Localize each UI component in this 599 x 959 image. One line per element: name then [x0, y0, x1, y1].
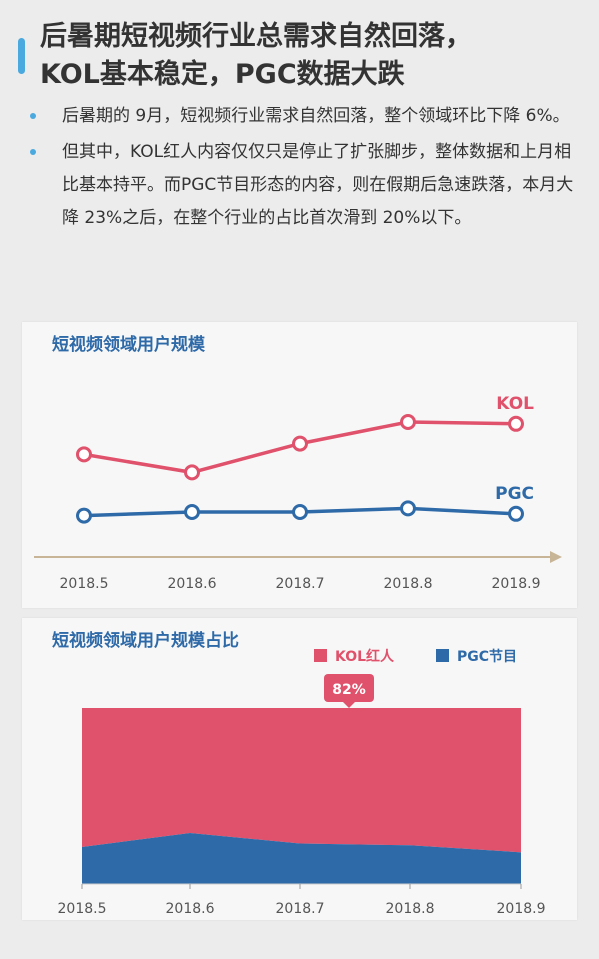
callout-label: 82% — [332, 682, 366, 698]
legend-swatch — [436, 649, 449, 662]
legend-swatch — [314, 649, 327, 662]
page-title: 后暑期短视频行业总需求自然回落， KOL基本稳定，PGC数据大跌 — [40, 18, 590, 94]
data-point — [400, 500, 416, 517]
series-label: PGC — [495, 484, 534, 504]
summary-bullets: 后暑期的 9月，短视频行业需求自然回落，整个领域环比下降 6%。 但其中，KOL… — [30, 100, 578, 238]
x-tick-label: 2018.5 — [60, 576, 109, 592]
data-point — [76, 507, 92, 524]
data-point — [508, 415, 524, 432]
callout-pointer — [343, 702, 355, 708]
legend-label: PGC节目 — [457, 648, 517, 665]
callout-bubble — [324, 674, 374, 702]
bullet-text: 后暑期的 9月，短视频行业需求自然回落，整个领域环比下降 6%。 — [62, 106, 570, 126]
title-accent-bar — [18, 38, 25, 74]
bullet-dot-icon — [30, 113, 36, 119]
data-point — [184, 464, 200, 481]
bullet-item: 后暑期的 9月，短视频行业需求自然回落，整个领域环比下降 6%。 — [30, 100, 578, 133]
x-tick-label: 2018.6 — [166, 901, 215, 917]
line-chart-panel: 短视频领域用户规模 2018.5 2018.6 2018.7 2018.8 2018.9… — [22, 322, 577, 608]
area-kol — [82, 708, 521, 853]
bullet-item: 但其中，KOL红人内容仅仅只是停止了扩张脚步，整体数据和上月相比基本持平。而PG… — [30, 136, 578, 235]
x-tick-label: 2018.6 — [168, 576, 217, 592]
line-chart-title: 短视频领域用户规模 — [52, 335, 205, 355]
x-tick-label: 2018.9 — [497, 901, 546, 917]
series-label: KOL — [496, 394, 534, 414]
bullet-text: 但其中，KOL红人内容仅仅只是停止了扩张脚步，整体数据和上月相比基本持平。而PG… — [62, 142, 574, 228]
x-tick-label: 2018.7 — [276, 901, 325, 917]
x-tick-label: 2018.8 — [384, 576, 433, 592]
data-point — [292, 504, 308, 520]
x-axis-arrow-icon — [550, 551, 562, 563]
data-point — [508, 505, 524, 522]
area-pgc — [82, 832, 521, 884]
area-chart-title: 短视频领域用户规模占比 — [52, 631, 239, 651]
x-tick-label: 2018.9 — [492, 576, 541, 592]
page-title-line1: 后暑期短视频行业总需求自然回落， — [40, 21, 472, 52]
x-tick-label: 2018.5 — [58, 901, 107, 917]
area-chart-panel: 短视频领域用户规模占比 2018.5 2018.6 2018.7 2018.8 2018… — [22, 618, 577, 920]
x-tick-label: 2018.8 — [386, 901, 435, 917]
bullet-dot-icon — [30, 149, 36, 155]
data-point — [76, 446, 92, 463]
data-point — [400, 414, 416, 430]
line-chart: 2018.5 2018.6 2018.7 2018.8 2018.9 KOL PGC — [34, 394, 562, 592]
page-title-line2: KOL基本稳定，PGC数据大跌 — [40, 59, 405, 90]
data-point — [184, 504, 200, 520]
data-point — [292, 435, 308, 452]
x-tick-label: 2018.7 — [276, 576, 325, 592]
legend-label: KOL红人 — [335, 648, 395, 665]
area-chart: 2018.5 2018.6 2018.7 2018.8 2018.9 KOL红人 PGC节目… — [58, 648, 546, 917]
